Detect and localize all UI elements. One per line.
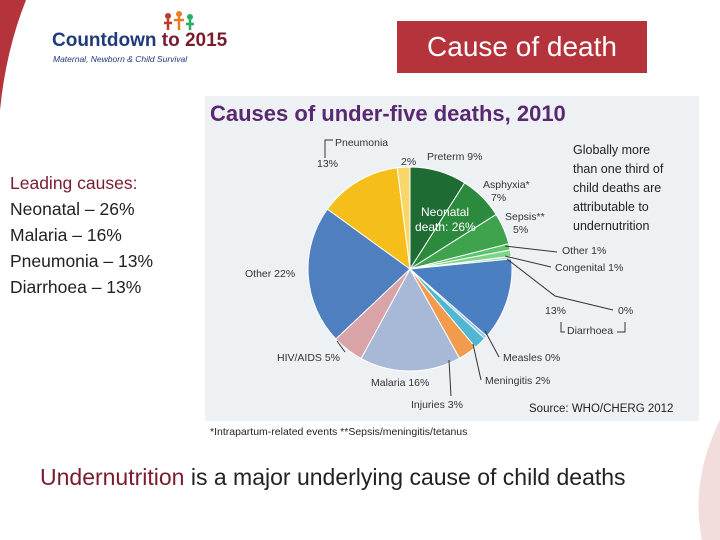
slice-label: Congenital 1%	[555, 262, 623, 274]
chart-title: Causes of under-five deaths, 2010	[210, 101, 566, 126]
slice-label: Meningitis 2%	[485, 375, 550, 387]
leading-cause-item: Malaria – 16%	[10, 225, 122, 245]
pie-slice	[326, 167, 411, 271]
undernutrition-statement: Undernutrition is a major underlying cau…	[40, 460, 660, 494]
pie-slice	[408, 258, 513, 337]
leader-line	[484, 330, 500, 358]
slice-label: 13%	[545, 305, 566, 317]
slice-label: Injuries 3%	[411, 399, 463, 411]
logo-title-main: Countdown	[52, 30, 162, 51]
leader-line	[506, 258, 614, 311]
slice-label: 2%	[401, 156, 416, 168]
leading-cause-item: Diarrhoea – 13%	[10, 277, 142, 297]
pneumonia-group-label: Pneumonia	[335, 137, 388, 149]
slice-label: Other 1%	[562, 245, 606, 257]
logo-title: Countdown to 2015	[52, 30, 227, 52]
pneumonia-bracket	[324, 139, 333, 158]
decorative-swoosh-right	[698, 420, 720, 540]
slide-title: Cause of death	[397, 21, 647, 73]
leading-cause-item: Neonatal – 26%	[10, 199, 135, 219]
logo-title-year: to 2015	[161, 30, 228, 51]
logo-subtitle: Maternal, Newborn & Child Survival	[53, 54, 188, 64]
slice-label: Measles 0%	[503, 352, 560, 364]
pie-slice	[360, 267, 461, 372]
leading-causes-heading: Leading causes:	[10, 173, 138, 193]
undernutrition-note-line: undernutrition	[573, 219, 649, 233]
undernutrition-note-line: than one third of	[573, 162, 664, 176]
undernutrition-note-line: child deaths are	[573, 181, 661, 195]
undernutrition-note-line: attributable to	[573, 200, 649, 214]
leader-line	[504, 255, 552, 268]
slice-label: HIV/AIDS 5%	[277, 352, 340, 364]
slice-label: Preterm 9%	[427, 151, 482, 163]
slice-label: Other 22%	[245, 268, 295, 280]
slice-label: Sepsis** 5%	[505, 211, 545, 236]
undernutrition-rest: is a major underlying cause of child dea…	[184, 464, 626, 490]
undernutrition-note-line: Globally more	[573, 143, 650, 157]
decorative-swoosh-left	[0, 0, 26, 110]
slice-label: Malaria 16%	[371, 377, 429, 389]
chart-footnote: *Intrapartum-related events **Sepsis/men…	[210, 426, 468, 438]
slice-label: Asphyxia* 7%	[483, 179, 530, 204]
slice-label: 13%	[317, 158, 338, 170]
diarrhoea-group-label: Diarrhoea	[567, 325, 613, 337]
pie-slice	[307, 208, 411, 340]
leader-line	[448, 359, 452, 397]
pie-slice	[396, 166, 411, 270]
leader-line	[472, 343, 482, 381]
leader-line	[504, 245, 558, 253]
countdown-logo: Countdown to 2015 Maternal, Newborn & Ch…	[52, 10, 242, 66]
leading-cause-item: Pneumonia – 13%	[10, 251, 154, 271]
leader-line	[336, 340, 346, 353]
diarrhoea-bracket	[560, 322, 565, 333]
neonatal-group-label: Neonatal death: 26%	[415, 205, 476, 234]
leading-causes-list: Leading causes: Neonatal – 26% Malaria –…	[10, 170, 153, 300]
chart-source: Source: WHO/CHERG 2012	[529, 403, 673, 415]
slice-label: 0%	[618, 305, 633, 317]
pie-chart: Preterm 9% Asphyxia* 7% Sepsis** 5% Other 1% C…	[245, 137, 673, 415]
undernutrition-emphasis: Undernutrition	[40, 464, 185, 490]
diarrhoea-bracket	[617, 322, 626, 333]
people-figures-icon	[164, 11, 194, 30]
